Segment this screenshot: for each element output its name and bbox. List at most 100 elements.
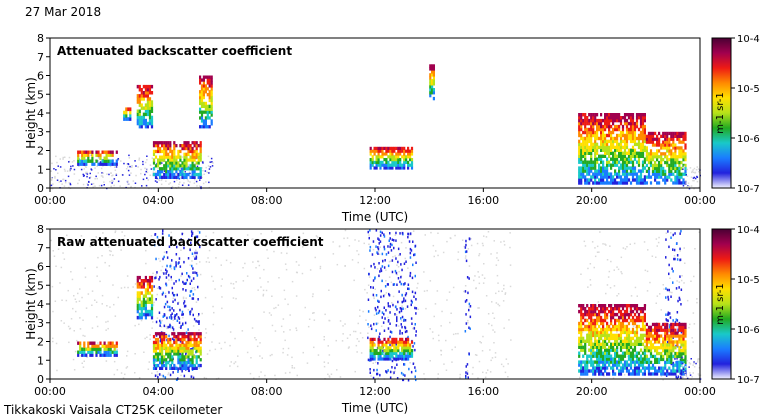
cloud-cell [641,124,645,129]
cloud-cell [138,97,141,101]
aerosol-speck [111,179,113,182]
noise-speck [429,360,431,362]
noise-speck [583,240,586,243]
cloud-cell [614,312,617,317]
noise-speck [679,258,682,261]
noise-speck [328,319,330,322]
cloud-cell [409,351,412,355]
noise-speck [400,275,402,279]
noise-speck [415,330,417,333]
cloud-cell [580,348,583,352]
cloud-cell [150,109,154,113]
cloud-cell [183,346,186,350]
noise-speck [161,272,164,274]
cloud-cell [680,166,683,171]
cloud-cell [658,169,661,173]
noise-speck [263,311,265,313]
cloud-cell [651,137,655,141]
cloud-cell [610,307,613,311]
noise-speck [437,254,439,257]
cloud-cell [93,162,96,166]
cloud-cell [670,134,673,138]
cloud-cell [146,88,149,92]
cloud-cell [140,291,143,295]
cloud-cell [631,178,635,182]
cloud-cell [654,322,657,327]
aerosol-speck [62,178,64,181]
cloud-cell [623,133,627,138]
cloud-cell [85,347,88,351]
noise-speck [164,376,167,379]
noise-speck [467,319,469,322]
cloud-cell [138,121,141,126]
noise-speck [399,253,401,256]
noise-speck [73,295,75,297]
noise-speck [175,263,177,267]
cloud-cell [159,346,162,350]
noise-speck [183,282,185,285]
cloud-cell [660,346,663,350]
cloud-cell [161,158,164,162]
cloud-cell [674,166,677,171]
cloud-cell [159,161,162,165]
cloud-cell [643,304,646,308]
cloud-cell [210,87,213,91]
cloud-cell [656,172,659,176]
cloud-cell [588,309,591,314]
cloud-cell [608,133,611,138]
cloud-cell [407,346,410,350]
cloud-cell [627,345,631,349]
cloud-cell [627,136,631,141]
noise-speck [632,325,635,328]
cloud-cell [582,345,585,349]
noise-speck [440,349,442,352]
cloud-cell [656,337,659,341]
cloud-cell [191,146,194,151]
cloud-cell [586,304,589,308]
cloud-cell [608,309,611,314]
noise-speck [52,340,54,343]
aerosol-speck [692,177,695,179]
cloud-cell [600,148,603,152]
noise-speck [161,374,163,377]
cloud-cell [157,146,160,151]
noise-speck [436,290,439,292]
noise-speck [193,317,196,321]
cloud-cell [629,366,633,370]
noise-speck [674,232,676,235]
cloud-cell [199,146,202,151]
cloud-cell [195,358,198,362]
cloud-cell [199,152,202,156]
cloud-cell [578,160,581,164]
aerosol-speck [147,179,149,181]
cloud-cell [635,175,639,179]
cloud-cell [191,332,194,336]
noise-speck [286,246,289,248]
noise-speck [201,312,203,315]
cloud-cell [183,161,186,165]
cloud-cell [631,336,635,341]
cloud-cell [208,84,211,88]
noise-speck [378,335,380,339]
cloud-cell [136,279,139,283]
cloud-cell [633,318,637,323]
cloud-cell [584,307,587,311]
cloud-cell [680,160,683,165]
aerosol-speck [110,172,112,174]
cloud-cell [377,155,380,159]
cloud-cell [150,118,154,123]
cloud-cell [606,151,609,155]
cloud-cell [619,357,623,361]
cloud-cell [635,339,639,343]
aerosol-speck [80,168,83,171]
cloud-cell [654,172,657,176]
cloud-cell [656,349,659,353]
cloud-cell [381,146,384,150]
aerosol-speck [210,157,213,160]
cloud-cell [588,354,591,358]
cloud-cell [598,360,601,364]
cloud-cell [633,178,637,182]
noise-speck [666,340,669,344]
cloud-cell [651,163,655,168]
cloud-cell [594,181,597,185]
